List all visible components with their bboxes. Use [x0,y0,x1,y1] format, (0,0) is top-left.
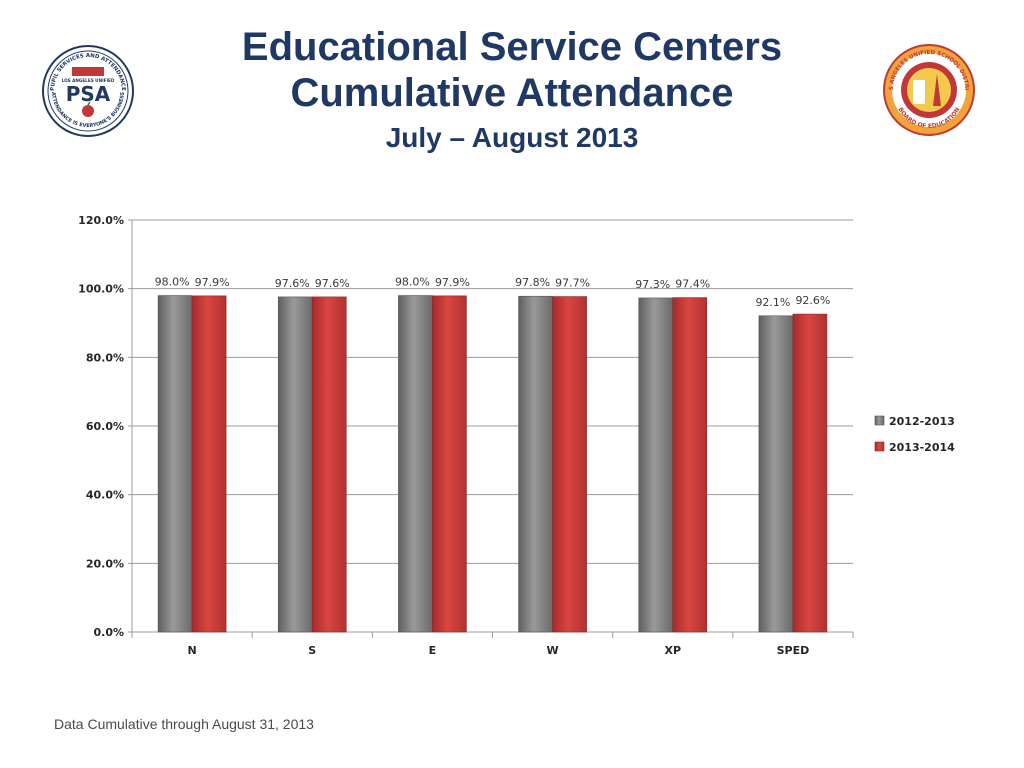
x-category-label: N [187,644,196,657]
bar-2013-2014-SPED [792,313,828,633]
y-tick-label: 0.0% [93,626,124,639]
data-label: 98.0% [395,276,430,289]
bar-2012-2013-S [277,296,313,633]
x-category-label: XP [664,644,681,657]
x-category-label: E [429,644,437,657]
data-label: 97.9% [195,276,230,289]
y-tick-label: 20.0% [86,557,124,570]
data-label: 97.6% [275,277,310,290]
data-label: 97.8% [515,276,550,289]
bar-2013-2014-N [191,295,227,633]
legend-swatch-2012-2013 [874,415,885,426]
bar-2013-2014-S [311,296,347,633]
bar-2012-2013-E [398,295,433,633]
y-tick-label: 80.0% [86,351,124,364]
psa-logo-main-text: PSA [66,82,111,106]
y-tick-label: 100.0% [78,283,124,296]
bar-2013-2014-W [552,296,587,633]
slide-title-line2: Cumulative Attendance [290,71,734,115]
x-category-label: SPED [777,644,810,657]
seal-tower-icon [933,74,941,106]
slide-title-block: Educational Service Centers Cumulative A… [180,24,844,158]
x-category-label: W [547,644,559,657]
bar-2012-2013-XP [638,297,674,633]
bar-2012-2013-N [157,295,193,633]
y-tick-label: 40.0% [86,489,124,502]
psa-logo-mid-text: LOS ANGELES UNIFIED [62,78,115,83]
psa-logo: PUPIL SERVICES AND ATTENDANCE ATTENDANCE… [42,45,134,137]
legend-label: 2013-2014 [889,441,955,454]
bar-2012-2013-W [518,295,553,633]
bar-2013-2014-E [432,295,467,633]
y-tick-label: 120.0% [78,214,124,227]
psa-figures-icon [72,67,104,76]
footer-note: Data Cumulative through August 31, 2013 [54,716,314,732]
y-tick-label: 60.0% [86,420,124,433]
data-label: 97.7% [555,277,590,290]
data-label: 92.6% [795,294,830,307]
legend-label: 2012-2013 [889,415,955,428]
data-label: 97.3% [635,278,670,291]
data-label: 97.6% [315,277,350,290]
x-category-label: S [308,644,316,657]
legend-swatch-2013-2014 [874,441,885,452]
data-label: 92.1% [755,296,790,309]
bar-2013-2014-XP [672,297,708,633]
slide-title-line1: Educational Service Centers [241,25,783,69]
lausd-logo: LOS ANGELES UNIFIED SCHOOL DISTRICT BOAR… [883,44,975,136]
data-label: 97.4% [675,278,710,291]
attendance-chart-svg: 0.0% 20.0% 40.0% 60.0% 80.0% 100.0% 120.0% N S E W… [78,214,955,657]
data-label: 98.0% [155,276,190,289]
data-label: 97.9% [435,276,470,289]
slide-subtitle: July – August 2013 [385,122,639,153]
bar-2012-2013-SPED [758,315,794,633]
apple-icon [82,105,94,117]
seal-children-icon [913,80,925,104]
attendance-chart: 0.0% 20.0% 40.0% 60.0% 80.0% 100.0% 120.0% N S E W… [60,200,960,670]
